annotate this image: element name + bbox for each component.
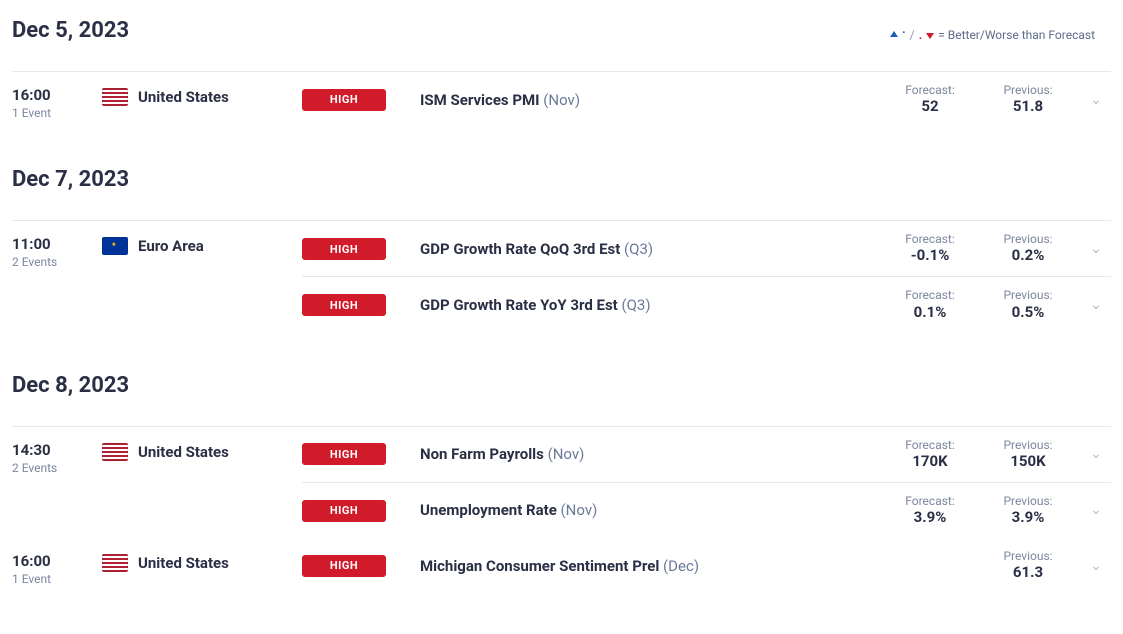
date-header: Dec 7, 2023 xyxy=(12,167,1111,192)
event-row[interactable]: HIGH ISM Services PMI (Nov) Forecast:52 Pre… xyxy=(302,72,1111,127)
chevron-down-icon[interactable]: ⌄ xyxy=(1081,297,1111,313)
us-flag-icon xyxy=(102,443,128,461)
country-cell: Euro Area xyxy=(102,221,302,255)
event-row[interactable]: HIGH GDP Growth Rate YoY 3rd Est (Q3) Fore… xyxy=(302,277,1111,332)
country-cell: United States xyxy=(102,427,302,461)
event-row[interactable]: HIGH GDP Growth Rate QoQ 3rd Est (Q3) Fore… xyxy=(302,221,1111,277)
time-slot: 16:00 1 Event United States HIGH Michigan Co… xyxy=(12,538,1111,593)
chevron-down-icon[interactable]: ⌄ xyxy=(1081,241,1111,257)
us-flag-icon xyxy=(102,88,128,106)
time-slot: 14:30 2 Events United States HIGH Non Farm P… xyxy=(12,427,1111,538)
event-name: GDP Growth Rate YoY 3rd Est (Q3) xyxy=(420,296,877,314)
forecast-cell: Forecast:-0.1% xyxy=(885,233,975,264)
worse-icon xyxy=(926,33,934,39)
country-name: United States xyxy=(138,554,229,572)
event-count: 1 Event xyxy=(12,106,102,120)
event-time: 16:00 xyxy=(12,86,102,104)
chevron-down-icon[interactable]: ⌄ xyxy=(1081,502,1111,518)
country-name: United States xyxy=(138,443,229,461)
country-cell: United States xyxy=(102,538,302,572)
event-name: Unemployment Rate (Nov) xyxy=(420,501,877,519)
legend-text: = Better/Worse than Forecast xyxy=(938,28,1095,42)
impact-badge: HIGH xyxy=(302,294,386,316)
chevron-down-icon[interactable]: ⌄ xyxy=(1081,558,1111,574)
forecast-cell: Forecast:3.9% xyxy=(885,495,975,526)
legend-separator: / xyxy=(910,28,915,42)
previous-cell: Previous:3.9% xyxy=(983,495,1073,526)
country-cell: United States xyxy=(102,72,302,106)
previous-cell: Previous:51.8 xyxy=(983,84,1073,115)
previous-cell: Previous:0.2% xyxy=(983,233,1073,264)
date-header: Dec 8, 2023 xyxy=(12,373,1111,398)
time-slot: 16:00 1 Event United States HIGH ISM Service… xyxy=(12,72,1111,127)
event-name: Non Farm Payrolls (Nov) xyxy=(420,445,877,463)
time-slot: 11:00 2 Events Euro Area HIGH GDP Growth Rat… xyxy=(12,221,1111,332)
event-count: 1 Event xyxy=(12,572,102,586)
impact-badge: HIGH xyxy=(302,555,386,577)
previous-cell: Previous:0.5% xyxy=(983,289,1073,320)
better-icon xyxy=(890,31,898,37)
impact-badge: HIGH xyxy=(302,238,386,260)
forecast-legend: · / · = Better/Worse than Forecast xyxy=(890,28,1095,42)
impact-badge: HIGH xyxy=(302,443,386,465)
event-time: 14:30 xyxy=(12,441,102,459)
forecast-cell: Forecast:52 xyxy=(885,84,975,115)
event-name: GDP Growth Rate QoQ 3rd Est (Q3) xyxy=(420,240,877,258)
event-time: 16:00 xyxy=(12,552,102,570)
chevron-down-icon[interactable]: ⌄ xyxy=(1081,446,1111,462)
forecast-cell: Forecast:170K xyxy=(885,439,975,470)
country-name: United States xyxy=(138,88,229,106)
event-row[interactable]: HIGH Non Farm Payrolls (Nov) Forecast:170K… xyxy=(302,427,1111,483)
us-flag-icon xyxy=(102,554,128,572)
event-name: ISM Services PMI (Nov) xyxy=(420,91,877,109)
previous-cell: Previous:150K xyxy=(983,439,1073,470)
event-count: 2 Events xyxy=(12,255,102,269)
impact-badge: HIGH xyxy=(302,500,386,522)
impact-badge: HIGH xyxy=(302,89,386,111)
previous-cell: Previous:61.3 xyxy=(983,550,1073,581)
eu-flag-icon xyxy=(102,237,128,255)
chevron-down-icon[interactable]: ⌄ xyxy=(1081,92,1111,108)
event-name: Michigan Consumer Sentiment Prel (Dec) xyxy=(420,557,877,575)
event-row[interactable]: HIGH Michigan Consumer Sentiment Prel (De… xyxy=(302,538,1111,593)
event-time: 11:00 xyxy=(12,235,102,253)
forecast-cell: Forecast:0.1% xyxy=(885,289,975,320)
event-row[interactable]: HIGH Unemployment Rate (Nov) Forecast:3.9%… xyxy=(302,483,1111,538)
country-name: Euro Area xyxy=(138,237,204,255)
event-count: 2 Events xyxy=(12,461,102,475)
